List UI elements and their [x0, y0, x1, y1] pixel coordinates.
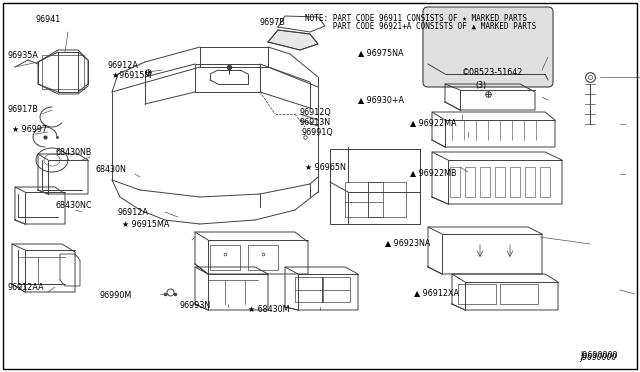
Polygon shape [268, 30, 318, 50]
Text: 96990M: 96990M [100, 291, 132, 300]
Bar [525, 167, 535, 197]
Text: 96993N: 96993N [180, 301, 211, 310]
Text: 9697B: 9697B [260, 18, 286, 27]
Text: (3): (3) [475, 81, 486, 90]
Bar [210, 245, 240, 270]
Text: ▲ 96922MB: ▲ 96922MB [410, 168, 456, 177]
FancyBboxPatch shape [423, 7, 553, 87]
Text: 96917B: 96917B [8, 105, 39, 114]
Text: ★ 96997: ★ 96997 [12, 125, 47, 134]
Bar [368, 182, 406, 217]
Text: J9690000: J9690000 [580, 351, 618, 360]
Text: 96913N: 96913N [300, 118, 331, 127]
Text: NOTE: PART CODE 96911 CONSISTS OF ★ MARKED PARTS: NOTE: PART CODE 96911 CONSISTS OF ★ MARK… [305, 14, 527, 23]
Text: 96935A: 96935A [8, 51, 39, 60]
Bar [465, 167, 475, 197]
Text: ★​96915M: ★​96915M [112, 71, 152, 80]
Text: 68430NB: 68430NB [55, 148, 92, 157]
Bar [295, 277, 323, 302]
Bar [495, 167, 505, 197]
Text: ★ 96915MA: ★ 96915MA [122, 220, 170, 229]
Bar [450, 167, 460, 197]
Bar [345, 182, 383, 217]
Text: ▲ 96922MA: ▲ 96922MA [410, 118, 456, 127]
Text: 96941: 96941 [35, 15, 60, 24]
Text: 68430NC: 68430NC [55, 201, 92, 210]
Bar [480, 167, 490, 197]
Text: ▲ 96912XA: ▲ 96912XA [414, 288, 459, 297]
Bar [42, 55, 84, 89]
Text: ▲ 96975NA: ▲ 96975NA [358, 48, 403, 57]
Bar [500, 284, 538, 304]
Text: 96991Q: 96991Q [302, 128, 333, 137]
Text: 96912A: 96912A [118, 208, 149, 217]
Bar [540, 167, 550, 197]
Text: 96912Q: 96912Q [300, 108, 332, 117]
Bar [330, 149, 420, 224]
Text: J9690000: J9690000 [580, 353, 616, 362]
Text: ▲ 96930+A: ▲ 96930+A [358, 95, 404, 104]
Text: ©08523-51642: ©08523-51642 [462, 68, 524, 77]
Bar [322, 277, 350, 302]
Text: 96912AA: 96912AA [8, 283, 45, 292]
Text: ▲ 96923NA: ▲ 96923NA [385, 238, 430, 247]
Bar [458, 284, 496, 304]
Text: PART CODE 96921+A CONSISTS OF ▲ MARKED PARTS: PART CODE 96921+A CONSISTS OF ▲ MARKED P… [305, 22, 536, 31]
Text: 96912A: 96912A [108, 61, 139, 70]
Text: ★ 68430M: ★ 68430M [248, 305, 289, 314]
Text: 68430N: 68430N [96, 165, 127, 174]
Text: ★ 96965N: ★ 96965N [305, 163, 346, 172]
Bar [248, 245, 278, 270]
Bar [510, 167, 520, 197]
